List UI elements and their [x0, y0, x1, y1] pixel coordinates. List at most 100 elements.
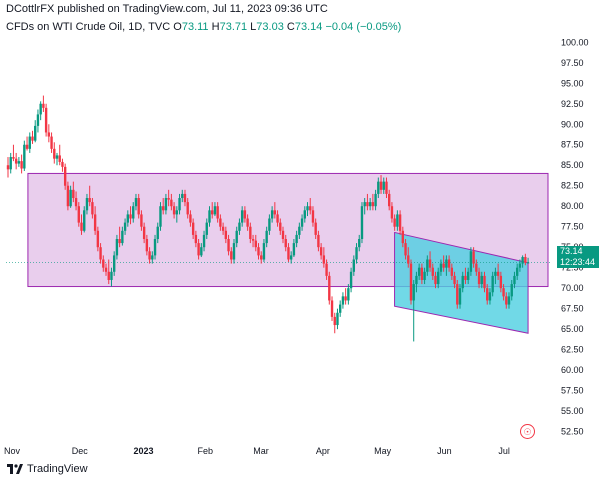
y-axis-tick-label: 97.50: [561, 58, 584, 68]
candle: [39, 101, 42, 121]
candle: [472, 247, 475, 268]
candle: [129, 206, 132, 225]
candle: [401, 226, 405, 248]
candle-body: [172, 206, 176, 215]
candle-body: [202, 234, 206, 248]
candle: [417, 263, 421, 280]
candle-body: [393, 218, 396, 227]
candle-body: [107, 271, 110, 280]
symbol-name[interactable]: CFDs on WTI Crude Oil, 1D, TVC: [6, 21, 171, 33]
candle: [499, 271, 503, 293]
candle: [156, 222, 159, 244]
candle: [221, 222, 225, 235]
candle: [34, 120, 37, 143]
x-axis-tick-label: Nov: [4, 446, 21, 456]
candle: [164, 193, 168, 215]
y-axis-tick-label: 55.00: [561, 406, 584, 416]
candle: [115, 234, 119, 260]
candle: [428, 251, 432, 272]
candle: [295, 230, 298, 248]
candle-body: [257, 247, 260, 256]
candle-body: [483, 275, 486, 289]
candle-body: [289, 255, 293, 260]
candle: [368, 198, 372, 211]
candle-body: [273, 210, 277, 215]
candle-body: [85, 198, 89, 211]
candle-body: [216, 206, 219, 219]
candle-body: [314, 222, 317, 235]
alert-bell-icon[interactable]: ☉: [520, 424, 535, 439]
candle-body: [34, 125, 37, 141]
candle: [50, 132, 53, 153]
candle-body: [178, 198, 181, 211]
tradingview-brand[interactable]: TradingView: [7, 463, 88, 475]
candle-body: [58, 155, 61, 162]
candle: [461, 271, 464, 293]
candle: [477, 267, 481, 289]
candle-body: [521, 257, 524, 264]
candle-body: [518, 263, 522, 268]
candle-body: [28, 136, 31, 149]
candle: [488, 288, 492, 305]
candle-body: [477, 271, 481, 285]
candle: [104, 263, 108, 276]
candle: [360, 202, 364, 244]
candle: [137, 193, 140, 219]
candle-body: [295, 234, 298, 244]
candle-body: [439, 263, 443, 272]
candle: [205, 218, 208, 239]
candle: [412, 279, 415, 342]
candle-body: [265, 230, 268, 244]
candle: [496, 263, 500, 280]
candle-body: [129, 214, 132, 219]
candle: [518, 259, 522, 272]
high-label: H: [211, 21, 220, 33]
candle: [513, 271, 516, 289]
candle: [292, 239, 296, 258]
candle: [126, 210, 130, 227]
candle-body: [91, 202, 94, 215]
candle-body: [524, 257, 527, 263]
candle: [281, 226, 285, 244]
close-label: C: [286, 21, 295, 33]
candle: [153, 234, 157, 260]
candle: [25, 136, 29, 151]
low-value: 73.03: [256, 21, 284, 33]
candle-body: [12, 157, 15, 159]
candle-body: [494, 271, 497, 276]
candle-body: [134, 198, 138, 207]
candle-body: [50, 136, 53, 149]
candle-body: [450, 267, 454, 276]
candle: [191, 218, 195, 239]
candle-body: [382, 181, 385, 190]
candle-body: [243, 210, 247, 219]
candle-body: [66, 185, 70, 207]
candle-body: [99, 247, 102, 260]
candle: [445, 255, 448, 276]
candle-body: [341, 296, 345, 305]
candle: [118, 226, 121, 248]
candle: [311, 206, 315, 227]
candle-body: [360, 206, 364, 239]
candle: [382, 177, 385, 194]
candle-body: [126, 214, 130, 223]
candle: [341, 292, 345, 309]
candle: [44, 103, 48, 137]
candle-body: [409, 263, 413, 301]
candle: [358, 234, 361, 252]
candle-body: [31, 136, 34, 141]
y-axis-tick-label: 90.00: [561, 119, 584, 129]
candle-body: [132, 206, 135, 219]
candle: [142, 222, 146, 244]
candle-body: [61, 161, 64, 167]
candle: [224, 226, 228, 244]
candle-body: [431, 267, 434, 276]
candle-body: [396, 214, 399, 227]
candle-body: [300, 218, 304, 227]
candle-body: [72, 189, 75, 199]
candle-body: [379, 181, 383, 190]
candle-body: [93, 214, 97, 231]
candle: [47, 124, 51, 143]
candle-body: [186, 202, 189, 215]
